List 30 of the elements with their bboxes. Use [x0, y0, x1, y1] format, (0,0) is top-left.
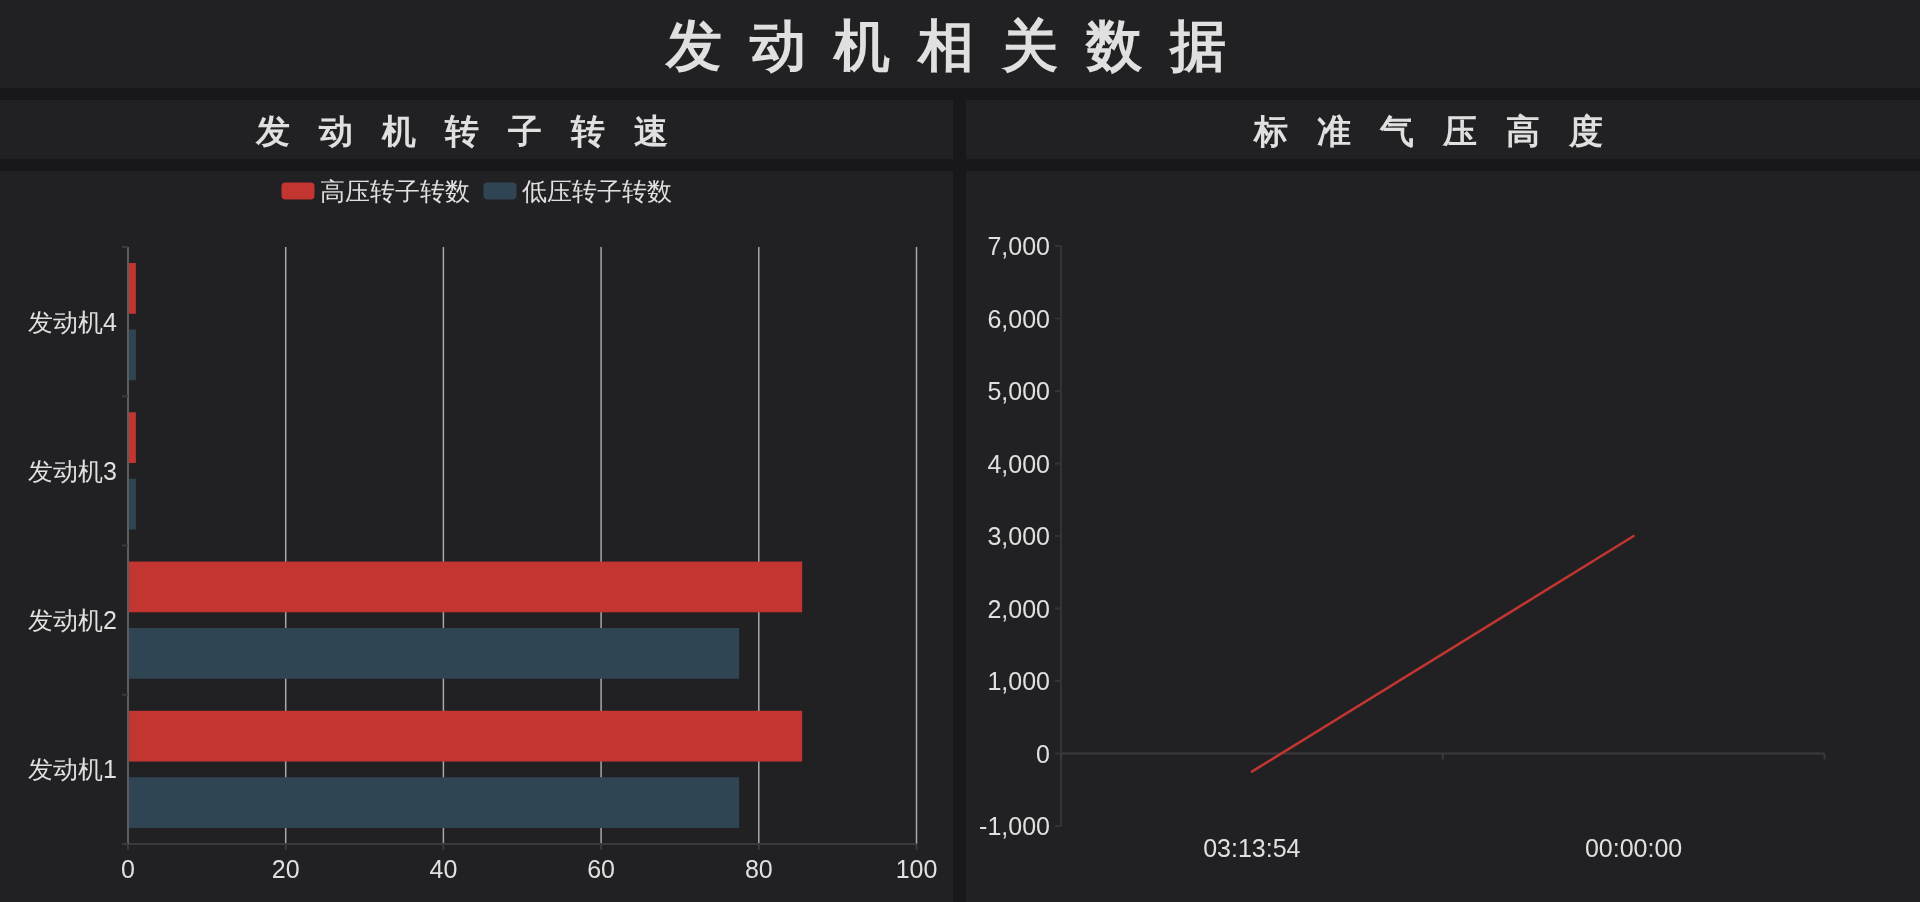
x-tick-label: 60 — [587, 855, 616, 883]
x-tick-label: 03:13:54 — [1203, 834, 1301, 862]
y-tick-label: 1,000 — [987, 667, 1050, 695]
y-tick-label: 发动机4 — [28, 307, 118, 336]
y-tick-label: 7,000 — [987, 232, 1050, 260]
bar — [128, 777, 740, 828]
y-tick-label: 发动机2 — [28, 606, 117, 635]
y-tick-label: 发动机1 — [28, 755, 117, 784]
bar — [128, 561, 803, 613]
y-tick-label: 6,000 — [987, 304, 1050, 333]
y-tick-label: 4,000 — [987, 449, 1050, 478]
chart-title: 标准气压高度 — [1252, 112, 1632, 150]
bar — [128, 627, 740, 679]
y-tick-label: 3,000 — [987, 522, 1050, 550]
y-tick-label: 5,000 — [987, 377, 1050, 405]
x-tick-label: 00:00:00 — [1584, 834, 1683, 862]
x-tick-label: 20 — [271, 855, 300, 883]
x-tick-label: 0 — [121, 855, 135, 883]
x-tick-label: 40 — [429, 855, 458, 883]
text: 发动机相关数据 — [664, 13, 1254, 77]
y-tick-label: 0 — [1036, 739, 1050, 768]
chart-title: 发动机转子转速 — [255, 112, 697, 150]
y-tick-label: -1,000 — [979, 812, 1050, 840]
x-tick-label: 100 — [895, 855, 938, 883]
bar — [128, 710, 803, 762]
y-tick-label: 2,000 — [987, 594, 1050, 623]
legend-label: 高压转子转数 — [319, 177, 470, 205]
x-tick-label: 80 — [744, 855, 773, 883]
y-tick-label: 发动机3 — [28, 456, 117, 485]
legend-label: 低压转子转数 — [521, 177, 672, 205]
